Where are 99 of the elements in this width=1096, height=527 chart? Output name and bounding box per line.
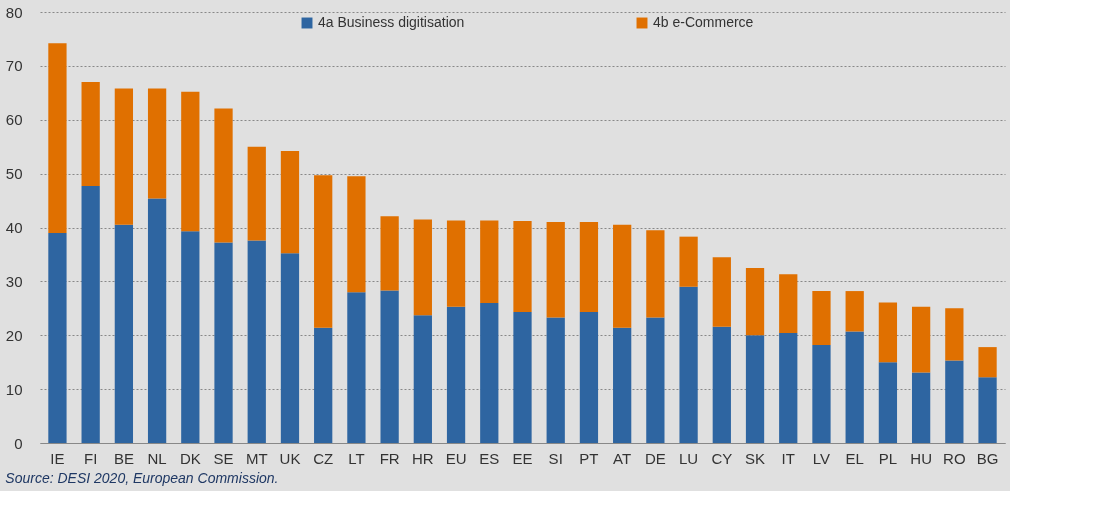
bar [679, 286, 698, 443]
x-tick-label: CY [711, 449, 733, 467]
bar [646, 230, 665, 318]
x-tick-label: LV [812, 449, 831, 467]
x-tick-label: DK [179, 449, 201, 467]
bar [646, 317, 665, 443]
bar [380, 290, 399, 443]
bar [712, 257, 731, 327]
x-tick-label: NL [147, 449, 167, 467]
bar [911, 306, 931, 373]
bar [413, 315, 432, 443]
bar [280, 253, 300, 443]
bar [779, 274, 798, 334]
legend-label: 4b e-Commerce [653, 14, 754, 30]
bar [579, 312, 599, 443]
bar [214, 242, 233, 443]
bar [81, 186, 100, 443]
x-tick-label: HR [412, 449, 434, 467]
bar [712, 326, 731, 443]
bar [413, 219, 432, 316]
bar [347, 176, 366, 293]
bar [878, 302, 898, 363]
bar [745, 335, 765, 443]
bar [812, 291, 831, 345]
bar [945, 308, 964, 361]
x-tick-label: SI [548, 449, 563, 467]
y-tick-label: 20 [5, 326, 23, 344]
bar [181, 91, 200, 232]
bar [480, 302, 499, 443]
bar [147, 198, 167, 443]
source-note: Source: DESI 2020, European Commission. [5, 470, 279, 486]
bar [114, 224, 134, 443]
x-tick-label: HU [910, 449, 932, 467]
bar [546, 317, 565, 443]
bar [978, 377, 997, 443]
y-tick-label: 60 [5, 111, 23, 129]
y-tick-label: 30 [5, 272, 23, 290]
x-tick-label: IT [781, 449, 795, 467]
bar [745, 267, 765, 336]
x-tick-label: RO [943, 449, 966, 467]
bar [546, 222, 565, 318]
bar [480, 220, 499, 303]
bar [280, 151, 300, 254]
bar [446, 306, 466, 443]
bar [579, 222, 599, 313]
bar [314, 327, 333, 443]
y-tick-label: 50 [5, 165, 23, 183]
bar [181, 231, 200, 443]
y-tick-label: 10 [5, 380, 23, 398]
bar [81, 82, 100, 187]
bar [878, 362, 898, 443]
bar [513, 221, 532, 313]
bar [513, 312, 532, 443]
bar [679, 236, 698, 287]
x-tick-label: PL [878, 449, 898, 467]
bar [779, 333, 798, 443]
legend-label: 4a Business digitisation [318, 14, 465, 30]
x-tick-label: AT [613, 449, 632, 467]
bar [247, 146, 266, 241]
x-tick-label: PT [579, 449, 599, 467]
x-tick-label: BG [976, 449, 999, 467]
bar [845, 291, 864, 332]
bar [147, 88, 167, 199]
x-tick-label: DE [644, 449, 666, 467]
bar [48, 43, 67, 233]
bar [845, 331, 864, 443]
x-tick-label: LU [679, 449, 699, 467]
bar [978, 347, 997, 378]
x-tick-label: UK [279, 449, 301, 467]
bar [380, 216, 399, 291]
bar [314, 175, 333, 328]
y-tick-label: 80 [5, 3, 23, 21]
x-tick-label: ES [479, 449, 500, 467]
bar [945, 360, 964, 443]
bar [613, 224, 632, 328]
y-tick-label: 0 [14, 434, 23, 452]
x-tick-label: EU [445, 449, 467, 467]
x-tick-label: EE [512, 449, 533, 467]
bar [48, 232, 67, 443]
x-tick-label: SE [213, 449, 234, 467]
y-tick-label: 70 [5, 57, 23, 75]
bar [446, 220, 466, 307]
x-tick-label: EL [845, 449, 864, 467]
bar [347, 292, 366, 443]
x-tick-label: IE [50, 449, 65, 467]
x-tick-label: FI [83, 449, 98, 467]
x-tick-label: SK [745, 449, 766, 467]
bar [214, 108, 233, 243]
bar [114, 88, 134, 225]
y-tick-label: 40 [5, 219, 23, 236]
x-tick-label: LT [348, 449, 365, 467]
bar [812, 344, 831, 443]
x-tick-label: FR [379, 449, 400, 467]
x-tick-label: BE [113, 449, 134, 467]
bar [911, 372, 931, 443]
x-tick-label: MT [245, 449, 268, 467]
bar [613, 327, 632, 443]
x-tick-label: CZ [313, 449, 334, 467]
bar [247, 240, 266, 443]
